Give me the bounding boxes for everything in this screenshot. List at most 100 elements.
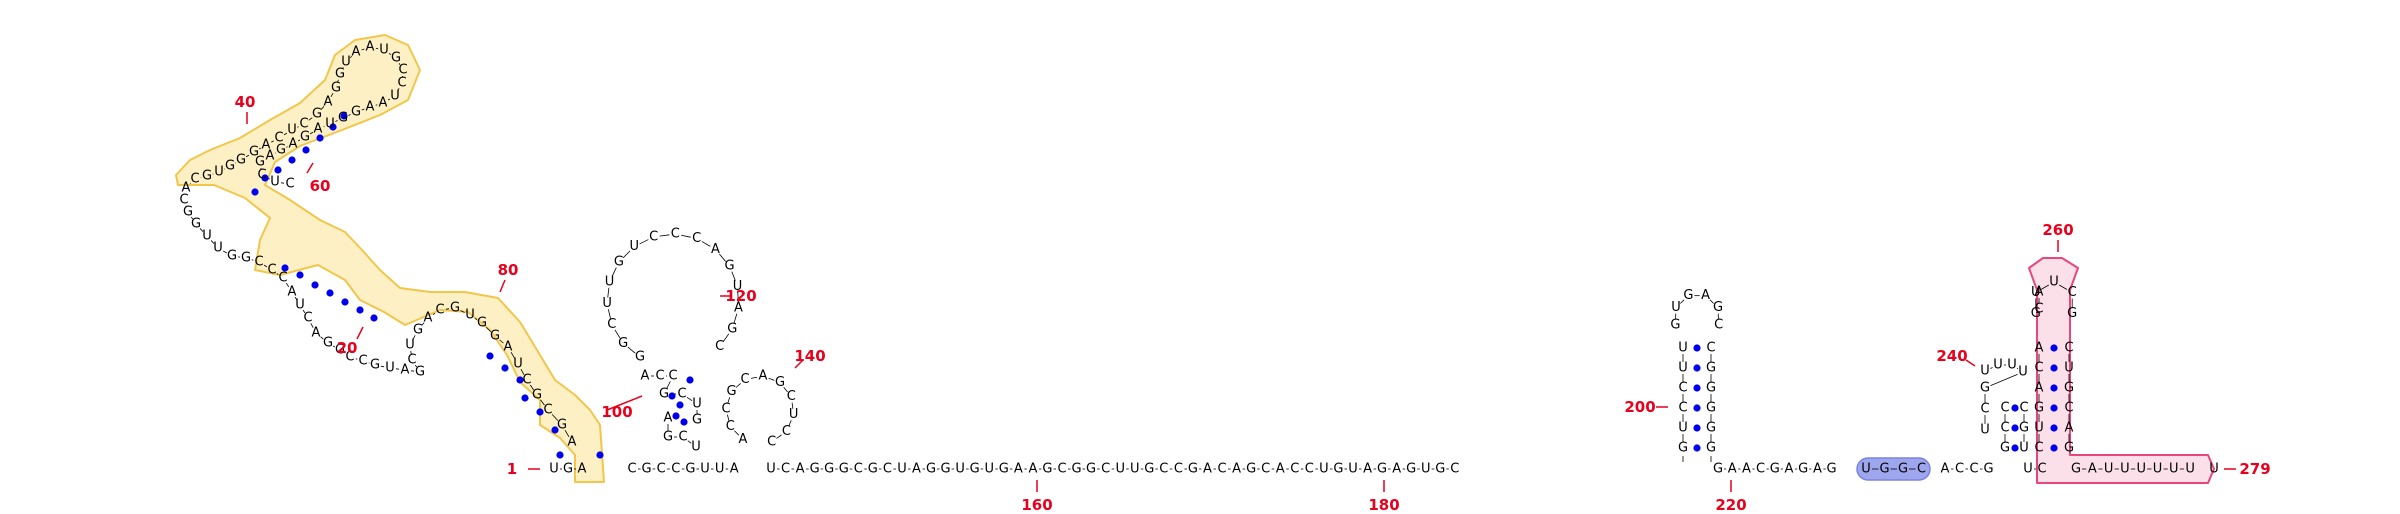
nucleotide: G xyxy=(338,111,348,126)
nucleotide: G xyxy=(236,153,246,168)
nucleotide: G xyxy=(191,217,201,232)
nucleotide: C xyxy=(692,231,701,246)
position-tick xyxy=(1965,359,1976,367)
base-pair-dot xyxy=(536,408,544,416)
nucleotide: C xyxy=(1101,462,1110,477)
nucleotide: G xyxy=(2064,381,2074,396)
nucleotide: C xyxy=(2000,401,2009,416)
nucleotide: G xyxy=(970,462,980,477)
backbone-link xyxy=(271,140,274,143)
nucleotide: G xyxy=(659,387,669,402)
nucleotide: G xyxy=(1670,317,1680,332)
nucleotide: A xyxy=(266,149,275,164)
position-tick xyxy=(499,279,506,293)
nucleotide: C xyxy=(677,387,686,402)
backbone-link xyxy=(320,106,325,110)
nucleotide: G xyxy=(276,143,286,158)
nucleotide: G xyxy=(824,462,834,477)
nucleotide: U xyxy=(2169,462,2179,477)
nucleotide: A xyxy=(504,340,513,355)
backbone-link xyxy=(750,376,758,379)
nucleotide: G xyxy=(415,365,425,380)
nucleotide: G xyxy=(1435,462,1445,477)
base-pair-dot xyxy=(2050,424,2058,432)
nucleotide: U xyxy=(2136,462,2146,477)
nucleotide: C xyxy=(1756,462,1765,477)
nucleotide: U xyxy=(1678,361,1688,376)
backbone-link xyxy=(735,383,741,388)
nucleotide: C xyxy=(2037,462,2046,477)
base-pair-dot xyxy=(329,123,337,131)
backbone-link xyxy=(286,146,288,148)
nucleotide: A xyxy=(739,432,748,447)
base-pair-dot xyxy=(341,298,349,306)
nucleotide: G xyxy=(618,336,628,351)
position-label-20: 20 xyxy=(337,339,358,357)
nucleotide: C xyxy=(345,350,354,365)
backbone-link xyxy=(310,323,314,328)
nucleotide: C xyxy=(1917,462,1926,477)
base-pair-dot xyxy=(1693,364,1701,372)
nucleotide: G xyxy=(692,413,702,428)
nucleotide: A xyxy=(1785,462,1794,477)
nucleotide: A xyxy=(2035,381,2044,396)
position-label-80: 80 xyxy=(498,261,519,279)
base-pair-dot xyxy=(2050,344,2058,352)
nucleotide: C xyxy=(543,403,552,418)
nucleotide: C xyxy=(285,177,294,192)
position-label-260: 260 xyxy=(2042,221,2073,239)
nucleotide: U xyxy=(1980,423,1990,438)
backbone-link xyxy=(783,386,788,393)
nucleotide: U xyxy=(1348,462,1358,477)
nucleotide: C xyxy=(1159,462,1168,477)
nucleotide: A xyxy=(288,285,297,300)
nucleotide: U xyxy=(2209,462,2219,477)
nucleotide: A xyxy=(1728,462,1737,477)
nucleotide: A xyxy=(1742,462,1751,477)
nucleotide: G xyxy=(1879,462,1889,477)
nucleotide: C xyxy=(190,172,199,187)
backbone-link xyxy=(733,313,738,324)
backbone-link xyxy=(607,309,611,319)
nucleotide: U xyxy=(379,43,389,58)
nucleotide: C xyxy=(1305,462,1314,477)
nucleotide: A xyxy=(366,40,375,55)
position-label-200: 200 xyxy=(1624,398,1655,416)
nucleotide: C xyxy=(2034,441,2043,456)
nucleotide: U xyxy=(2031,285,2041,300)
position-label-220: 220 xyxy=(1715,496,1746,514)
nucleotide: A xyxy=(1232,462,1241,477)
nucleotide: C xyxy=(671,462,680,477)
nucleotide: U xyxy=(605,274,615,289)
position-label-279: 279 xyxy=(2239,460,2270,478)
backbone-link xyxy=(639,239,649,245)
nucleotide: G xyxy=(2031,306,2041,321)
base-pair-dot xyxy=(311,281,319,289)
nucleotide: U xyxy=(1319,462,1329,477)
nucleotide: C xyxy=(303,311,312,326)
base-pair-dot xyxy=(672,412,680,420)
nucleotide: U xyxy=(390,89,400,104)
nucleotide: U xyxy=(1678,421,1688,436)
backbone-link xyxy=(1990,373,2018,387)
backbone-link xyxy=(387,98,391,101)
nucleotide: G xyxy=(2064,441,2074,456)
nucleotide: C xyxy=(254,255,263,270)
base-pair-dot xyxy=(2050,384,2058,392)
backbone-link xyxy=(731,271,736,281)
nucleotide: G xyxy=(249,145,259,160)
nucleotide: C xyxy=(1218,462,1227,477)
nucleotide: C xyxy=(2034,302,2043,317)
backbone-link xyxy=(499,339,504,344)
nucleotide: G xyxy=(1406,462,1416,477)
base-pair-dot xyxy=(2050,364,2058,372)
backbone-link xyxy=(681,234,691,238)
backbone-link xyxy=(223,250,227,254)
nucleotide: U xyxy=(295,298,305,313)
nucleotide: U xyxy=(1671,300,1681,315)
nucleotide: U xyxy=(325,117,335,132)
position-label-100: 100 xyxy=(601,403,632,421)
backbone-link xyxy=(1990,367,1993,369)
